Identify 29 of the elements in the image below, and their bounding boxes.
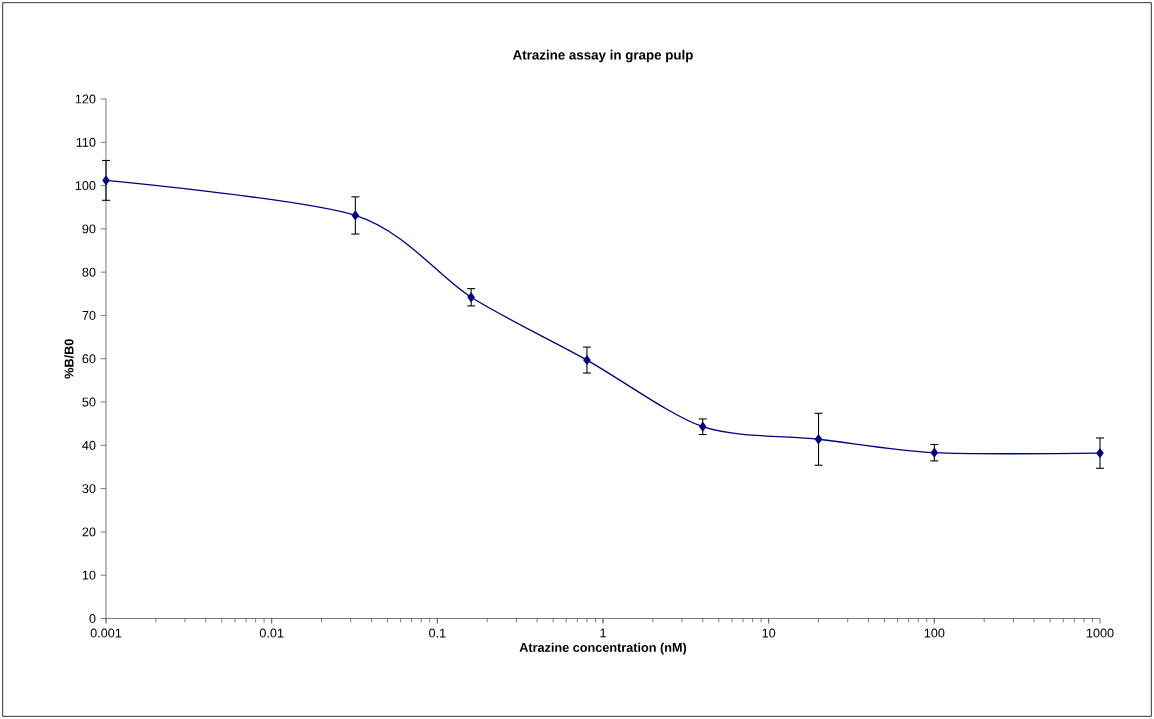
y-tick-label: 30	[82, 484, 96, 494]
y-tick-label: 110	[76, 137, 96, 147]
x-tick-label: 10	[762, 628, 776, 638]
point	[351, 210, 360, 221]
point	[467, 292, 475, 302]
point	[699, 422, 707, 432]
y-tick-label: 10	[82, 570, 96, 580]
y-tick-label: 40	[82, 440, 96, 450]
y-tick-label: 80	[82, 267, 96, 277]
x-tick-label: 1000	[1086, 628, 1114, 638]
x-tick-label: 0.001	[90, 628, 122, 638]
point	[583, 355, 591, 365]
y-tick-label: 50	[82, 397, 96, 407]
y-axis-title: %B/B0	[64, 339, 74, 379]
y-tick-label: 20	[82, 527, 96, 537]
y-tick-label: 60	[82, 354, 96, 364]
y-tick-label: 100	[75, 181, 96, 191]
x-tick-label: 1	[600, 628, 606, 638]
x-axis-title: Atrazine concentration (nM)	[519, 642, 687, 655]
y-tick-label: 120	[75, 94, 96, 104]
y-tick-label: 90	[82, 224, 96, 234]
x-tick-label: 0.1	[429, 628, 446, 638]
x-tick-label: 0.01	[259, 628, 284, 638]
point	[930, 448, 938, 458]
x-tick-label: 100	[924, 628, 945, 638]
point	[814, 434, 823, 444]
y-tick-label: 0	[89, 614, 96, 623]
chart-title: Atrazine assay in grape pulp	[512, 49, 693, 63]
y-tick-label: 70	[82, 310, 96, 320]
